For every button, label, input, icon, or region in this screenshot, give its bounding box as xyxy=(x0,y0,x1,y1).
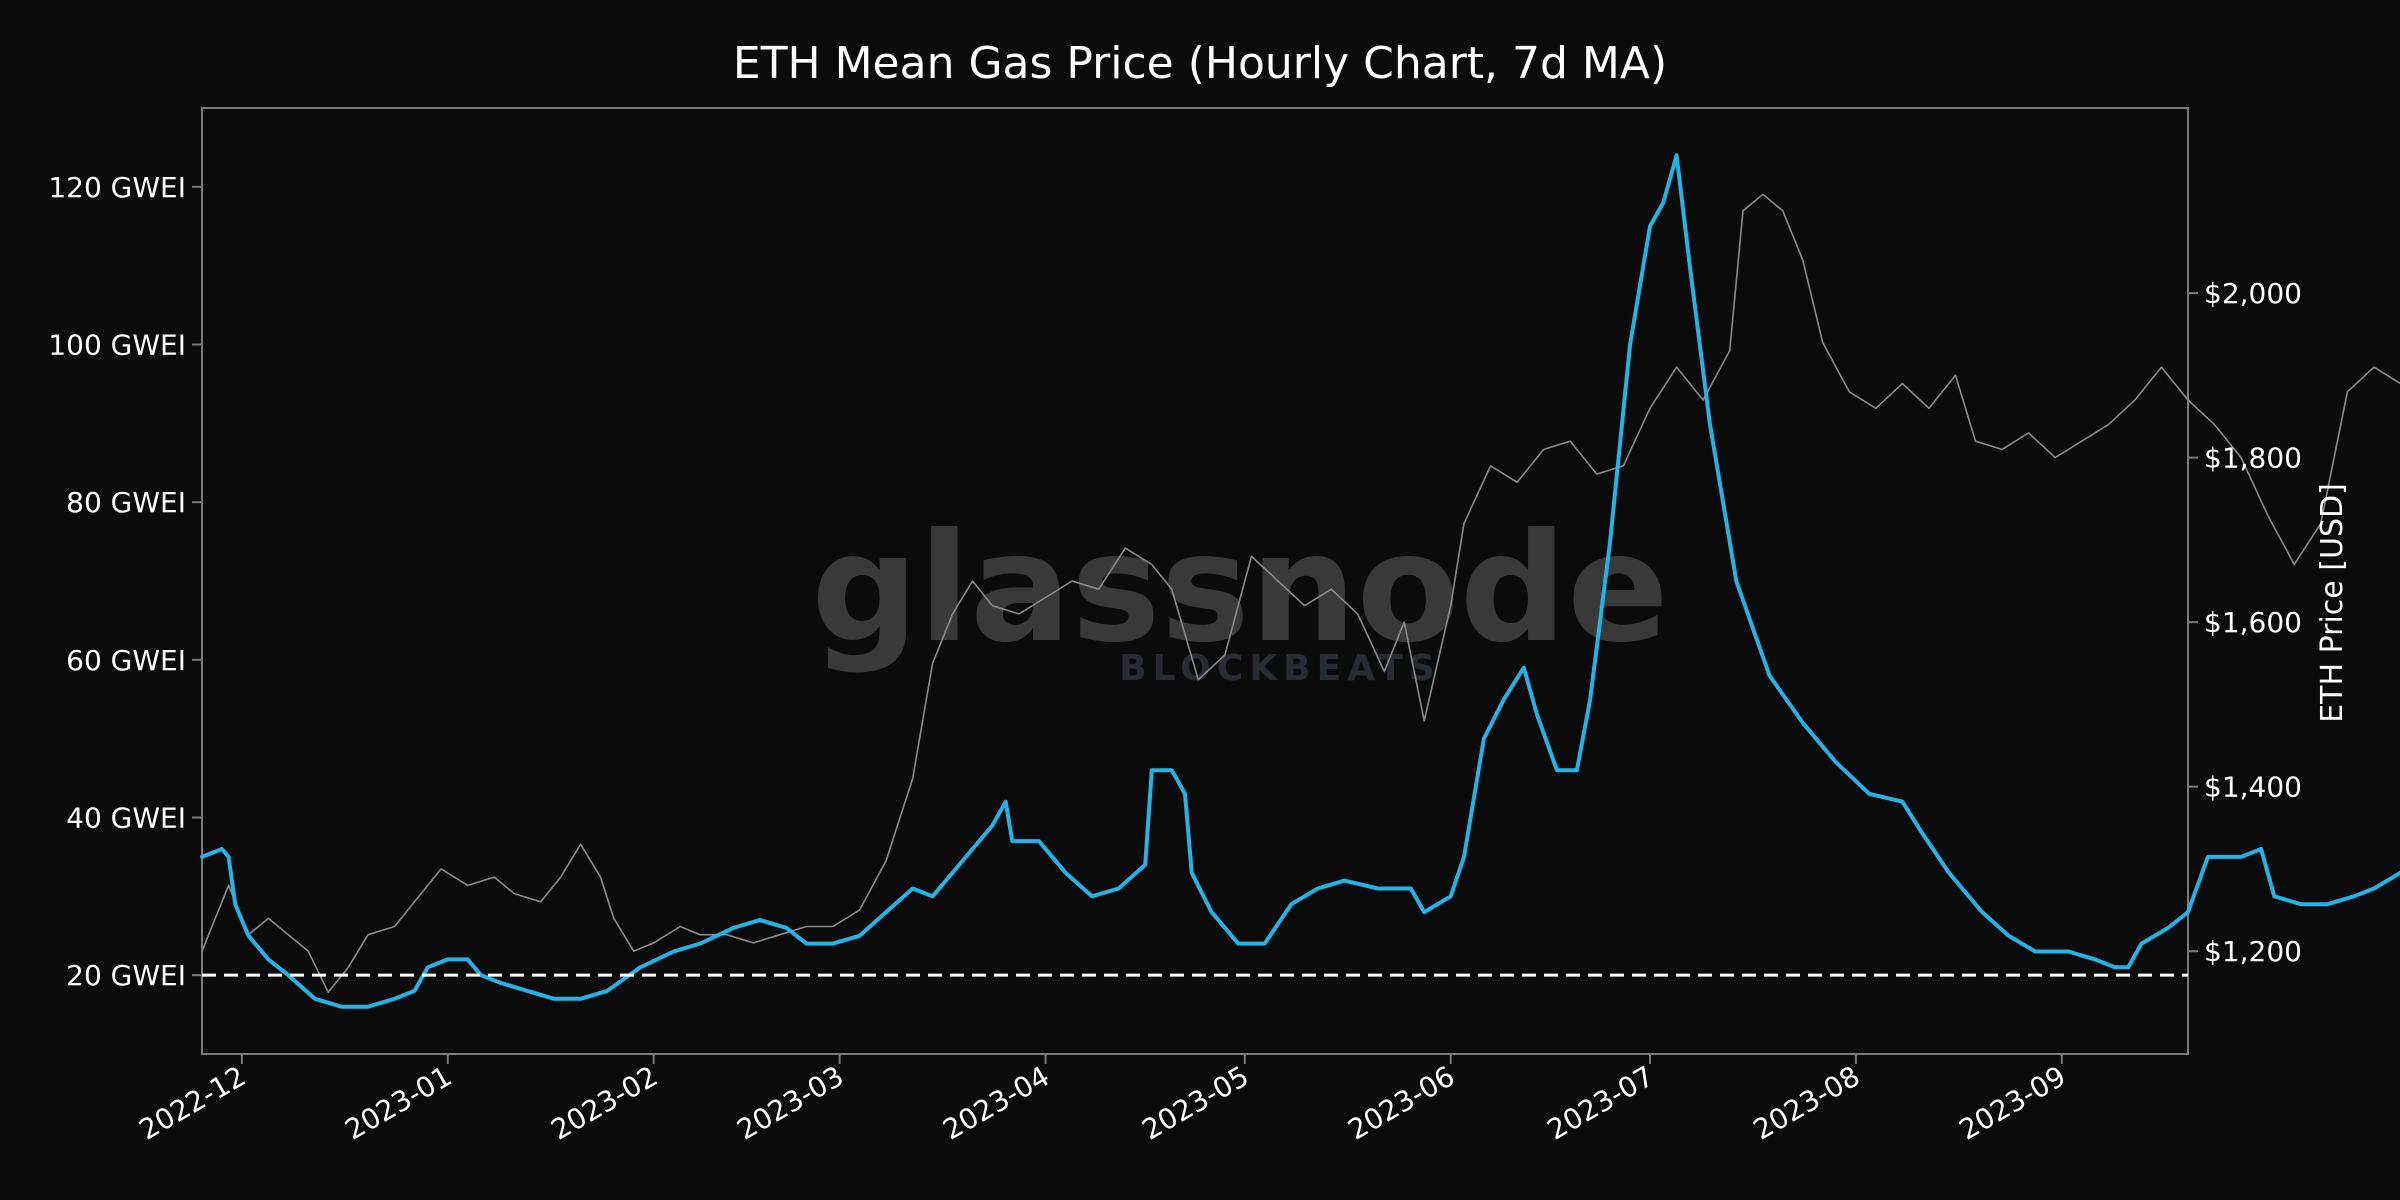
left-axis-tick-label: 100 GWEI xyxy=(48,329,186,362)
x-axis-tick-label: 2023-07 xyxy=(1542,1059,1660,1146)
left-axis-tick-label: 80 GWEI xyxy=(66,486,186,519)
right-axis-tick-label: $1,800 xyxy=(2204,442,2302,475)
left-axis-tick-label: 120 GWEI xyxy=(48,171,186,204)
gas-price-line xyxy=(200,153,2400,1009)
right-axis: $1,200 $1,400 $1,600 $1,800 $2,000 xyxy=(2188,277,2302,968)
watermark-text: glassnode xyxy=(811,502,1669,676)
right-axis-tick-label: $2,000 xyxy=(2204,277,2302,310)
x-axis-tick-label: 2023-03 xyxy=(731,1059,849,1146)
right-axis-label: ETH Price [USD] xyxy=(2315,483,2350,723)
watermark: glassnode BLOCKBEATS xyxy=(811,502,1669,689)
eth-price-line xyxy=(201,193,2400,994)
x-axis-tick-label: 2023-05 xyxy=(1136,1059,1254,1146)
plot-frame xyxy=(201,107,2189,1055)
left-axis-tick-label: 40 GWEI xyxy=(66,802,186,835)
watermark-subtext: BLOCKBEATS xyxy=(1119,648,1441,689)
x-axis-tick-label: 2022-12 xyxy=(134,1059,252,1146)
chart-title: ETH Mean Gas Price (Hourly Chart, 7d MA) xyxy=(733,38,1667,89)
right-axis-tick-label: $1,200 xyxy=(2204,935,2302,968)
left-axis: 20 GWEI 40 GWEI 60 GWEI 80 GWEI 100 GWEI 120 … xyxy=(48,171,202,992)
price-series-layer xyxy=(201,193,2400,994)
x-axis-tick-label: 2023-02 xyxy=(545,1059,663,1146)
x-axis: 2022-12 2023-01 2023-02 2023-03 2023-04 2023-… xyxy=(134,1054,2071,1147)
left-axis-tick-label: 20 GWEI xyxy=(66,959,186,992)
x-axis-tick-label: 2023-01 xyxy=(339,1059,457,1146)
left-axis-tick-label: 60 GWEI xyxy=(66,644,186,677)
x-axis-tick-label: 2023-06 xyxy=(1342,1059,1460,1146)
x-axis-tick-label: 2023-04 xyxy=(937,1059,1055,1146)
right-axis-tick-label: $1,600 xyxy=(2204,606,2302,639)
x-axis-tick-label: 2023-08 xyxy=(1748,1059,1866,1146)
right-axis-tick-label: $1,400 xyxy=(2204,771,2302,804)
x-axis-tick-label: 2023-09 xyxy=(1953,1059,2071,1146)
gas-series-layer xyxy=(200,153,2400,1009)
